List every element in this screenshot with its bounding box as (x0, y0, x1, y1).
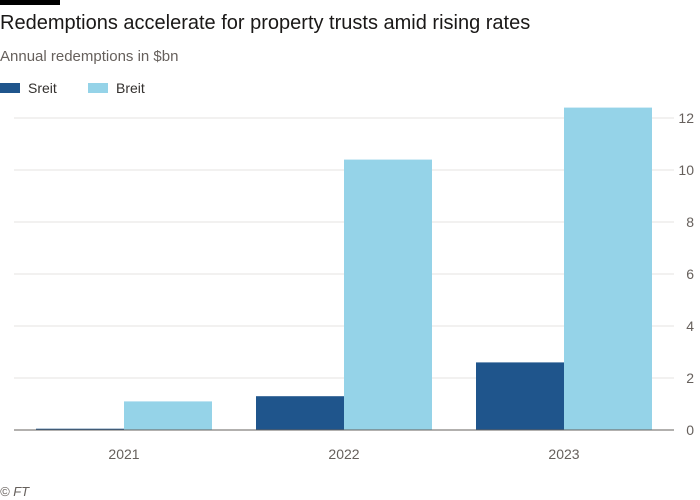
x-tick-label: 2023 (548, 446, 579, 462)
legend-swatch-breit (88, 83, 108, 93)
y-tick-label: 2 (686, 370, 694, 386)
legend-label-breit: Breit (116, 80, 145, 96)
bar-sreit-2021 (36, 428, 124, 430)
bar-sreit-2022 (256, 396, 344, 430)
x-tick-label: 2022 (328, 446, 359, 462)
brand-bar (0, 0, 60, 5)
chart-title: Redemptions accelerate for property trus… (0, 12, 531, 34)
legend-swatch-sreit (0, 83, 20, 93)
legend-label-sreit: Sreit (28, 80, 57, 96)
y-tick-label: 0 (686, 422, 694, 438)
chart-subtitle: Annual redemptions in $bn (0, 48, 179, 65)
source-credit: © FT (0, 484, 30, 499)
y-tick-label: 8 (686, 214, 694, 230)
x-tick-label: 2021 (108, 446, 139, 462)
y-tick-label: 6 (686, 266, 694, 282)
y-tick-label: 4 (686, 318, 694, 334)
bar-breit-2023 (564, 107, 652, 430)
bar-breit-2022 (344, 159, 432, 430)
y-tick-label: 12 (678, 110, 694, 126)
bar-breit-2021 (124, 401, 212, 430)
legend-item-breit: Breit (88, 80, 145, 96)
y-tick-label: 10 (678, 162, 694, 178)
bar-sreit-2023 (476, 362, 564, 430)
legend-item-sreit: Sreit (0, 80, 57, 96)
